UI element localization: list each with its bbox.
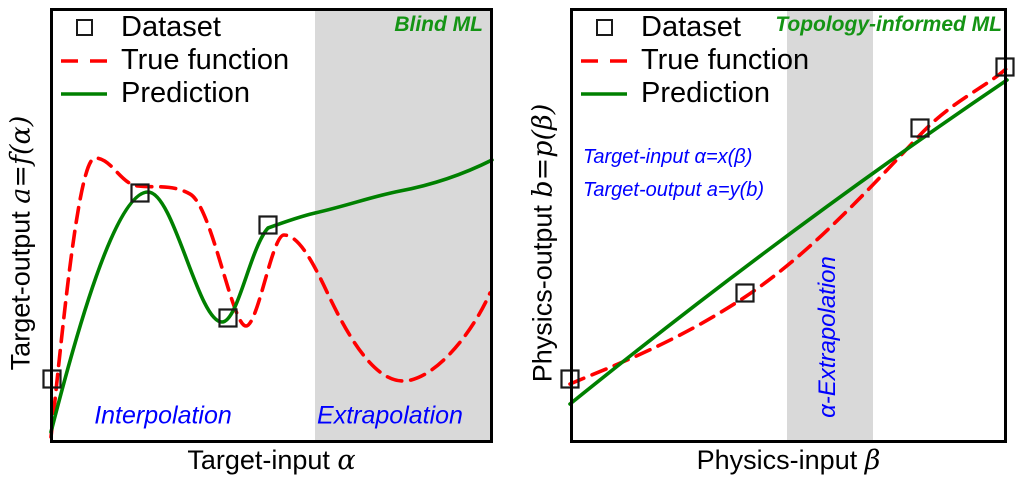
right-dataset-point-2 bbox=[735, 283, 755, 303]
left-prediction-curve bbox=[49, 158, 494, 434]
interpolation-label: Interpolation bbox=[94, 401, 232, 430]
right-plot-frame bbox=[570, 8, 1007, 443]
legend-label-dataset: Dataset bbox=[641, 11, 741, 43]
legend-label-prediction: Prediction bbox=[121, 77, 250, 109]
left-extrapolation-region bbox=[315, 11, 490, 440]
left-legend-item-true-function: True function bbox=[60, 44, 289, 77]
left-legend: Dataset True function Prediction bbox=[60, 11, 289, 110]
mapping-note-line1: Target-input α=x(β) bbox=[583, 146, 753, 168]
right-legend-item-prediction: Prediction bbox=[580, 77, 809, 110]
extrapolation-label: Extrapolation bbox=[317, 401, 463, 430]
right-x-axis-label-text: Physics-input bbox=[696, 445, 865, 475]
left-legend-item-dataset: Dataset bbox=[60, 11, 289, 44]
left-y-axis-label-text: Target-output bbox=[5, 203, 36, 371]
left-x-axis-label: Target-input α bbox=[50, 445, 493, 476]
right-y-axis-label-text: Physics-output bbox=[527, 197, 558, 383]
right-true-function-curve bbox=[568, 66, 1009, 386]
right-legend: Dataset True function Prediction bbox=[580, 11, 809, 110]
left-dataset-point-2 bbox=[130, 183, 150, 203]
right-plot bbox=[560, 8, 1015, 443]
right-dataset-point-3 bbox=[910, 118, 930, 138]
left-true-function-curve bbox=[49, 156, 492, 439]
left-x-axis-label-text: Target-input bbox=[187, 445, 338, 475]
legend-label-dataset: Dataset bbox=[121, 11, 221, 43]
right-x-axis-label-symbol: β bbox=[864, 445, 881, 476]
legend-label-true-function: True function bbox=[641, 44, 810, 76]
dashed-line-icon bbox=[581, 58, 627, 63]
right-y-axis-label: Physics-output b=p(β) bbox=[527, 103, 559, 383]
right-legend-item-dataset: Dataset bbox=[580, 11, 809, 44]
solid-line-icon bbox=[61, 91, 107, 96]
dashed-line-icon bbox=[61, 58, 107, 63]
left-x-axis-label-symbol: α bbox=[337, 445, 356, 476]
solid-line-icon bbox=[581, 91, 627, 96]
right-y-axis-label-math: b=p(β) bbox=[527, 103, 559, 198]
mapping-note-line2: Target-output a=y(b) bbox=[583, 179, 765, 201]
left-corner-tag: Blind ML bbox=[394, 13, 483, 36]
left-dataset-point-3 bbox=[218, 308, 238, 328]
legend-label-true-function: True function bbox=[121, 44, 290, 76]
right-x-axis-label: Physics-input β bbox=[570, 445, 1007, 476]
right-corner-tag: Topology-informed ML bbox=[775, 13, 1002, 36]
alpha-extrapolation-band-label: α-Extrapolation bbox=[814, 256, 841, 418]
left-plot bbox=[42, 8, 494, 443]
legend-label-prediction: Prediction bbox=[641, 77, 770, 109]
right-prediction-curve bbox=[568, 78, 1009, 406]
left-plot-frame bbox=[50, 8, 493, 443]
dataset-marker-icon bbox=[75, 19, 93, 36]
left-y-axis-label-math: a=f(α) bbox=[5, 115, 37, 204]
left-legend-item-prediction: Prediction bbox=[60, 77, 289, 110]
left-y-axis-label: Target-output a=f(α) bbox=[5, 115, 37, 371]
left-dataset-point-4 bbox=[258, 215, 278, 235]
right-legend-item-true-function: True function bbox=[580, 44, 809, 77]
dataset-marker-icon bbox=[595, 19, 613, 36]
